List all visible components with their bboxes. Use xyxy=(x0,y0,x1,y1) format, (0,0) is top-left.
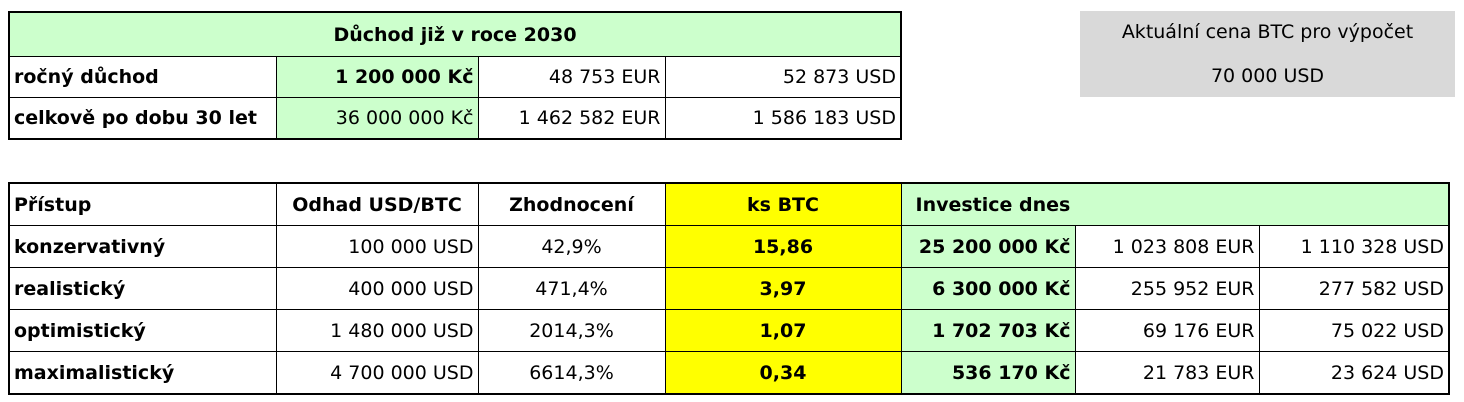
pension-title: Důchod již v roce 2030 xyxy=(8,11,902,57)
pension-usd: 52 873 USD xyxy=(664,56,902,98)
table-row: maximalistický 4 700 000 USD 6614,3% 0,3… xyxy=(8,351,1450,395)
row-appreciation: 42,9% xyxy=(477,225,666,268)
row-approach: optimistický xyxy=(8,309,277,352)
table-row: optimistický 1 480 000 USD 2014,3% 1,07 … xyxy=(8,309,1450,352)
row-czk: 6 300 000 Kč xyxy=(900,267,1076,310)
pension-czk: 36 000 000 Kč xyxy=(275,97,479,140)
pension-label: celkově po dobu 30 let xyxy=(8,97,277,140)
approach-header-row: Přístup Odhad USD/BTC Zhodnocení ks BTC … xyxy=(8,182,1450,226)
row-eur: 255 952 EUR xyxy=(1074,267,1260,310)
row-czk: 536 170 Kč xyxy=(900,351,1076,395)
row-eur: 21 783 EUR xyxy=(1074,351,1260,395)
row-estimate: 4 700 000 USD xyxy=(275,351,479,395)
row-usd: 75 022 USD xyxy=(1258,309,1450,352)
header-investment-fill xyxy=(1075,182,1259,226)
btc-price-value: 70 000 USD xyxy=(1210,65,1325,87)
header-estimate: Odhad USD/BTC xyxy=(275,182,479,226)
pension-eur: 48 753 EUR xyxy=(477,56,666,98)
btc-price-label: Aktuální cena BTC pro výpočet xyxy=(1121,21,1414,43)
row-usd: 1 110 328 USD xyxy=(1258,225,1450,268)
row-eur: 69 176 EUR xyxy=(1074,309,1260,352)
row-appreciation: 6614,3% xyxy=(477,351,666,395)
approach-table: Přístup Odhad USD/BTC Zhodnocení ks BTC … xyxy=(8,182,1450,395)
row-approach: maximalistický xyxy=(8,351,277,395)
header-btc-count: ks BTC xyxy=(664,182,902,226)
table-row: ročný důchod 1 200 000 Kč 48 753 EUR 52 … xyxy=(8,56,902,98)
row-usd: 277 582 USD xyxy=(1258,267,1450,310)
btc-price-box: Aktuální cena BTC pro výpočet 70 000 USD xyxy=(1080,11,1455,97)
row-eur: 1 023 808 EUR xyxy=(1074,225,1260,268)
header-investment-fill xyxy=(1259,182,1450,226)
row-usd: 23 624 USD xyxy=(1258,351,1450,395)
header-appreciation: Zhodnocení xyxy=(477,182,666,226)
row-approach: realistický xyxy=(8,267,277,310)
header-investment: Investice dnes xyxy=(900,182,1075,226)
pension-usd: 1 586 183 USD xyxy=(664,97,902,140)
pension-table: Důchod již v roce 2030 ročný důchod 1 20… xyxy=(8,11,902,140)
row-estimate: 1 480 000 USD xyxy=(275,309,479,352)
row-btc: 15,86 xyxy=(664,225,902,268)
table-row: realistický 400 000 USD 471,4% 3,97 6 30… xyxy=(8,267,1450,310)
header-approach: Přístup xyxy=(8,182,277,226)
table-row: celkově po dobu 30 let 36 000 000 Kč 1 4… xyxy=(8,97,902,140)
row-czk: 25 200 000 Kč xyxy=(900,225,1076,268)
row-estimate: 400 000 USD xyxy=(275,267,479,310)
row-btc: 3,97 xyxy=(664,267,902,310)
row-btc: 0,34 xyxy=(664,351,902,395)
pension-title-row: Důchod již v roce 2030 xyxy=(8,11,902,57)
pension-eur: 1 462 582 EUR xyxy=(477,97,666,140)
pension-label: ročný důchod xyxy=(8,56,277,98)
row-btc: 1,07 xyxy=(664,309,902,352)
row-czk: 1 702 703 Kč xyxy=(900,309,1076,352)
row-approach: konzervativný xyxy=(8,225,277,268)
pension-czk: 1 200 000 Kč xyxy=(275,56,479,98)
row-appreciation: 2014,3% xyxy=(477,309,666,352)
table-row: konzervativný 100 000 USD 42,9% 15,86 25… xyxy=(8,225,1450,268)
row-estimate: 100 000 USD xyxy=(275,225,479,268)
row-appreciation: 471,4% xyxy=(477,267,666,310)
